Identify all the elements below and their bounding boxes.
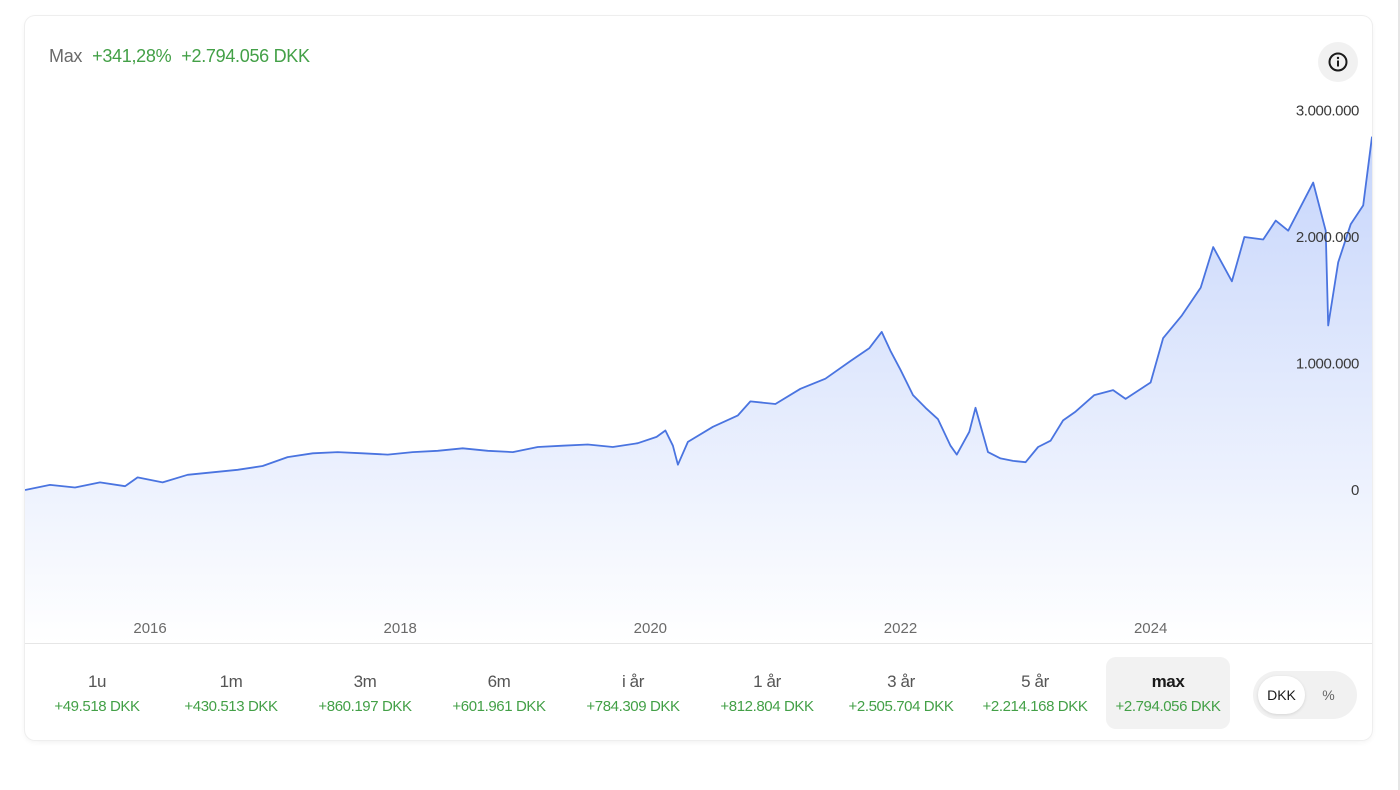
x-tick-label: 2020 xyxy=(634,620,667,637)
period-value: +2.794.056 DKK xyxy=(1115,697,1221,715)
period-value: +784.309 DKK xyxy=(586,697,680,715)
unit-toggle[interactable]: DKK % xyxy=(1253,671,1357,719)
period-label: 3 år xyxy=(887,671,915,691)
amount-change: +2.794.056 DKK xyxy=(181,46,310,66)
chart-divider xyxy=(25,643,1372,644)
period-6[interactable]: 1 år +812.804 DKK xyxy=(705,657,829,729)
period-3[interactable]: 3m +860.197 DKK xyxy=(303,657,427,729)
y-tick-label: 3.000.000 xyxy=(1296,103,1359,120)
period-label: 1u xyxy=(87,671,107,691)
period-label: 1m xyxy=(219,671,243,691)
percent-change: +341,28% xyxy=(92,46,172,66)
period-label: 5 år xyxy=(1021,671,1049,691)
period-9[interactable]: max +2.794.056 DKK xyxy=(1106,657,1230,729)
x-tick-label: 2022 xyxy=(884,620,917,637)
period-8[interactable]: 5 år +2.214.168 DKK xyxy=(973,657,1097,729)
period-4[interactable]: 6m +601.961 DKK xyxy=(437,657,561,729)
period-value: +601.961 DKK xyxy=(452,697,546,715)
window-edge xyxy=(1398,0,1400,790)
period-label: Max xyxy=(49,46,83,66)
series-area xyxy=(25,136,1372,643)
period-label: i år xyxy=(621,671,645,691)
period-selector: 1u +49.518 DKK 1m +430.513 DKK 3m +860.197 DK… xyxy=(25,657,1235,729)
period-label: 1 år xyxy=(753,671,781,691)
period-5[interactable]: i år +784.309 DKK xyxy=(571,657,695,729)
period-label: 3m xyxy=(353,671,377,691)
x-tick-label: 2024 xyxy=(1134,620,1167,637)
y-tick-label: 2.000.000 xyxy=(1296,229,1359,246)
period-label: 6m xyxy=(487,671,511,691)
info-button[interactable] xyxy=(1318,42,1358,82)
period-label: max xyxy=(1151,671,1185,691)
value-chart[interactable]: 3.000.000 2.000.000 1.000.000 0 2016 2018 2020… xyxy=(25,16,1372,643)
unit-option-percent[interactable]: % xyxy=(1322,687,1335,703)
unit-option-dkk[interactable]: DKK xyxy=(1258,676,1305,714)
period-7[interactable]: 3 år +2.505.704 DKK xyxy=(839,657,963,729)
series-line xyxy=(25,136,1372,491)
period-value: +2.505.704 DKK xyxy=(848,697,954,715)
period-1[interactable]: 1u +49.518 DKK xyxy=(35,657,159,729)
performance-summary: Max +341,28% +2.794.056 DKK xyxy=(49,46,310,67)
portfolio-chart-card: Max +341,28% +2.794.056 DKK 3.000.000 2.0… xyxy=(25,16,1372,740)
y-tick-label: 0 xyxy=(1351,482,1359,499)
period-value: +860.197 DKK xyxy=(318,697,412,715)
period-2[interactable]: 1m +430.513 DKK xyxy=(169,657,293,729)
y-tick-label: 1.000.000 xyxy=(1296,356,1359,373)
period-value: +2.214.168 DKK xyxy=(982,697,1088,715)
info-icon xyxy=(1328,52,1348,72)
x-tick-label: 2016 xyxy=(133,620,166,637)
x-tick-label: 2018 xyxy=(384,620,417,637)
period-value: +430.513 DKK xyxy=(184,697,278,715)
period-value: +812.804 DKK xyxy=(720,697,814,715)
period-value: +49.518 DKK xyxy=(54,697,140,715)
